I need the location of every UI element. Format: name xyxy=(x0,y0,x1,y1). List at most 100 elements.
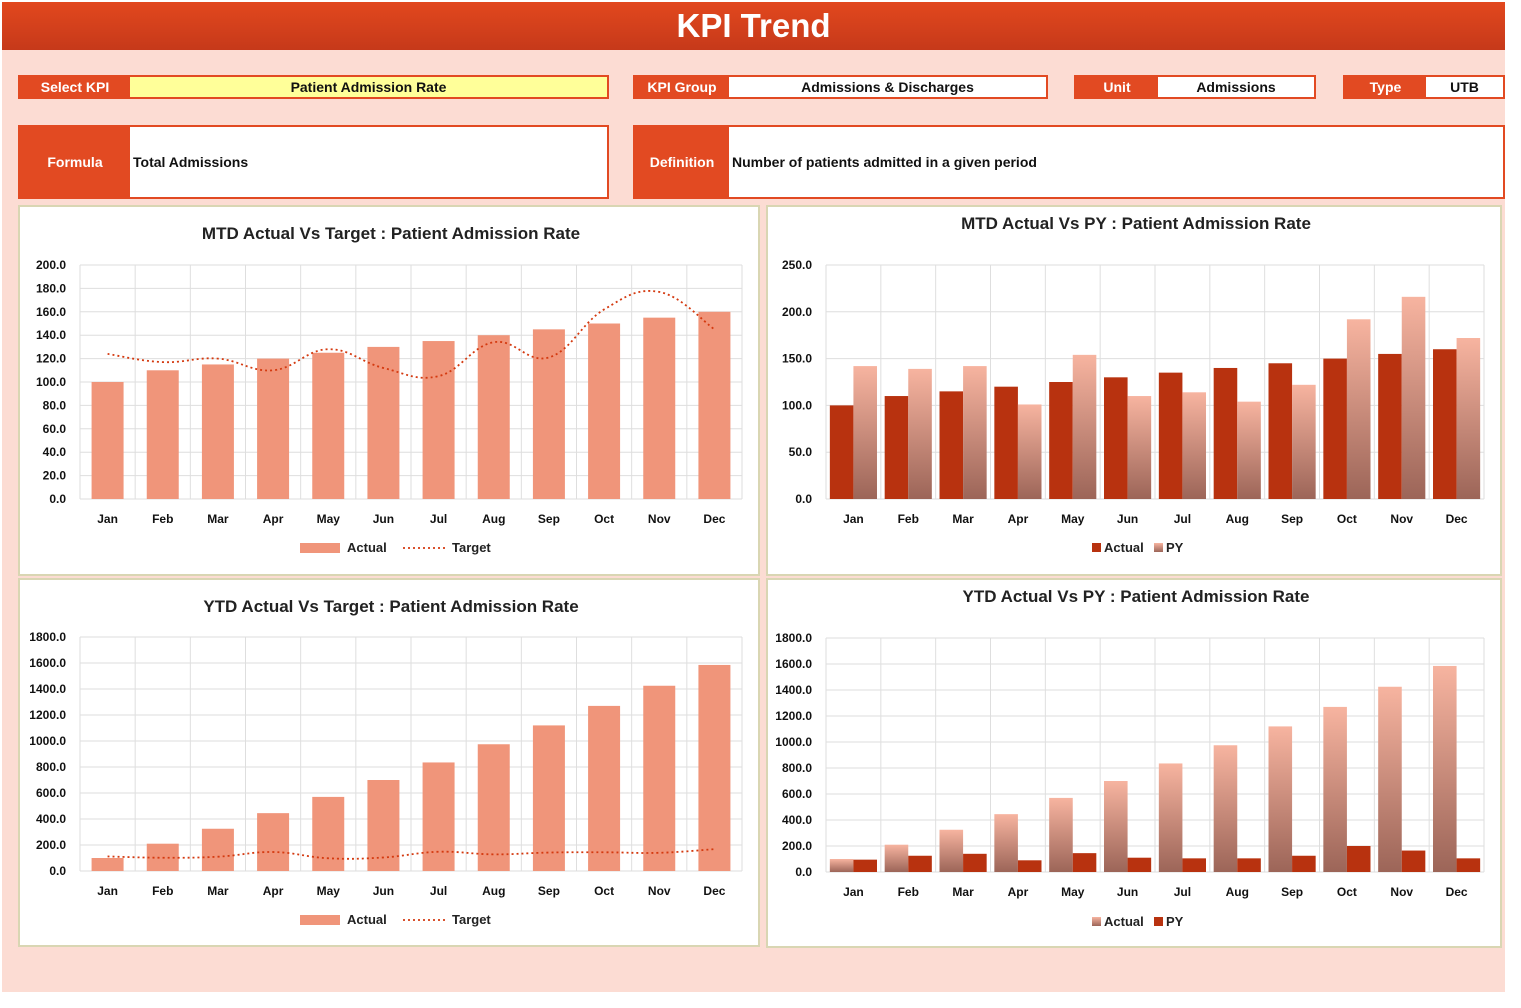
bar-py xyxy=(1072,354,1097,499)
x-tick-label: Dec xyxy=(703,512,725,526)
definition-label: Definition xyxy=(635,127,729,197)
chart-ytd-actual-vs-py: YTD Actual Vs PY : Patient Admission Rat… xyxy=(766,578,1502,948)
select-kpi-field[interactable]: Select KPI Patient Admission Rate xyxy=(18,75,609,99)
x-tick-label: Mar xyxy=(207,884,229,898)
bar-actual xyxy=(994,814,1018,872)
bar-py xyxy=(1182,858,1206,872)
bar-actual xyxy=(698,664,731,871)
bar-py xyxy=(1346,846,1371,872)
legend-label: PY xyxy=(1166,914,1184,929)
select-kpi-value[interactable]: Patient Admission Rate xyxy=(130,77,607,97)
legend-label: Target xyxy=(452,540,491,555)
x-tick-label: Sep xyxy=(1281,512,1303,526)
bar-py xyxy=(1237,858,1261,872)
y-tick-label: 150.0 xyxy=(782,352,812,366)
bar-actual xyxy=(1158,763,1183,872)
y-tick-label: 200.0 xyxy=(36,258,66,272)
type-value: UTB xyxy=(1450,79,1479,95)
x-tick-label: Mar xyxy=(207,512,229,526)
x-tick-label: Feb xyxy=(152,884,173,898)
chart-mtd-target-svg: MTD Actual Vs Target : Patient Admission… xyxy=(36,224,743,555)
y-tick-label: 0.0 xyxy=(49,864,66,878)
y-tick-label: 0.0 xyxy=(795,492,812,506)
bar-py xyxy=(1182,392,1206,499)
bar-actual xyxy=(422,762,455,871)
legend-label: Actual xyxy=(347,540,387,555)
x-tick-label: Jul xyxy=(1174,512,1191,526)
bar-actual xyxy=(1213,745,1238,872)
bar-actual xyxy=(829,405,854,499)
x-tick-label: Nov xyxy=(1390,512,1413,526)
bar-actual xyxy=(367,346,400,499)
y-tick-label: 0.0 xyxy=(795,865,812,879)
x-tick-label: Aug xyxy=(482,512,505,526)
unit-value: Admissions xyxy=(1196,79,1276,95)
bar-actual xyxy=(201,364,234,499)
legend-swatch xyxy=(1154,917,1163,926)
bar-actual xyxy=(1104,377,1128,499)
unit-label: Unit xyxy=(1076,77,1158,97)
x-tick-label: Oct xyxy=(1337,512,1357,526)
y-tick-label: 200.0 xyxy=(782,839,812,853)
x-tick-label: Jun xyxy=(1117,512,1138,526)
y-tick-label: 1800.0 xyxy=(29,630,66,644)
bar-py xyxy=(1456,338,1481,499)
bar-py xyxy=(1292,384,1316,499)
x-tick-label: Nov xyxy=(648,512,671,526)
select-kpi-label: Select KPI xyxy=(20,77,130,97)
y-tick-label: 1400.0 xyxy=(775,683,812,697)
chart-ytd-py-svg: YTD Actual Vs PY : Patient Admission Rat… xyxy=(775,587,1485,929)
x-tick-label: Jul xyxy=(430,512,447,526)
x-tick-label: Apr xyxy=(263,512,284,526)
x-tick-label: Jul xyxy=(430,884,447,898)
x-tick-label: Apr xyxy=(1008,885,1029,899)
x-tick-label: Dec xyxy=(703,884,725,898)
y-tick-label: 180.0 xyxy=(36,281,66,295)
bar-actual xyxy=(1268,363,1293,499)
bar-actual xyxy=(588,705,621,871)
bar-actual xyxy=(1433,665,1457,872)
legend-swatch xyxy=(1092,543,1101,552)
definition-field: Definition Number of patients admitted i… xyxy=(633,125,1505,199)
bar-actual xyxy=(257,813,290,871)
bar-actual xyxy=(1323,706,1347,872)
x-tick-label: Aug xyxy=(1226,512,1249,526)
bar-actual xyxy=(588,323,621,499)
bar-actual xyxy=(477,335,510,499)
y-tick-label: 160.0 xyxy=(36,305,66,319)
bar-py xyxy=(963,853,987,872)
legend-swatch xyxy=(1092,917,1101,926)
x-tick-label: Oct xyxy=(594,512,614,526)
x-tick-label: Apr xyxy=(263,884,284,898)
bar-py xyxy=(1072,853,1097,872)
type-field: Type UTB xyxy=(1343,75,1505,99)
x-tick-label: May xyxy=(1061,885,1085,899)
definition-value: Number of patients admitted in a given p… xyxy=(732,154,1037,170)
bar-py xyxy=(1346,319,1371,499)
type-label: Type xyxy=(1345,77,1426,97)
y-tick-label: 1800.0 xyxy=(775,631,812,645)
x-tick-label: Aug xyxy=(1226,885,1249,899)
y-tick-label: 1000.0 xyxy=(29,734,66,748)
bar-actual xyxy=(643,317,676,499)
chart-ytd-target-svg: YTD Actual Vs Target : Patient Admission… xyxy=(29,597,743,927)
bar-actual xyxy=(146,370,179,499)
y-tick-label: 80.0 xyxy=(43,398,67,412)
chart-title: MTD Actual Vs Target : Patient Admission… xyxy=(202,224,580,243)
x-tick-label: Mar xyxy=(952,885,974,899)
bar-py xyxy=(1456,858,1481,872)
bar-actual xyxy=(994,386,1018,499)
chart-title: YTD Actual Vs PY : Patient Admission Rat… xyxy=(962,587,1309,606)
x-tick-label: Feb xyxy=(898,885,919,899)
y-tick-label: 1600.0 xyxy=(775,657,812,671)
bar-actual xyxy=(201,828,234,871)
y-tick-label: 250.0 xyxy=(782,258,812,272)
legend-swatch xyxy=(1154,543,1163,552)
bar-actual xyxy=(422,341,455,499)
bar-actual xyxy=(91,858,124,871)
legend-swatch xyxy=(300,915,340,925)
x-tick-label: Sep xyxy=(538,512,560,526)
chart-ytd-actual-vs-target: YTD Actual Vs Target : Patient Admission… xyxy=(18,578,760,947)
y-tick-label: 800.0 xyxy=(782,761,812,775)
bar-actual xyxy=(698,311,731,499)
